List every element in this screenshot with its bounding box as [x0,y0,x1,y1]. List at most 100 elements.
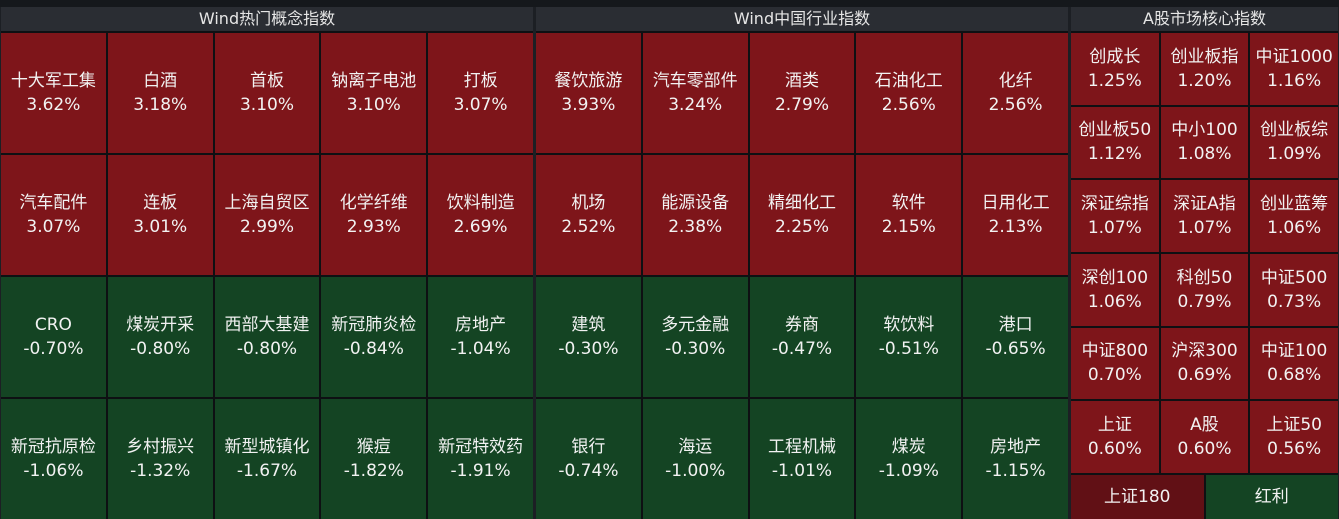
index-tile[interactable]: 日用化工 2.13% [963,155,1068,275]
index-tile[interactable]: 创业板指 1.20% [1160,33,1249,105]
index-tile[interactable]: 新型城镇化 -1.67% [214,399,320,519]
index-change-pct: 0.70% [1087,365,1142,386]
index-tile[interactable]: 煤炭开采 -0.80% [107,277,213,397]
index-name: 银行 [571,437,606,457]
index-name: 新冠抗原检 [10,437,96,457]
core-index-grid: 创成长 1.25% 创业板指 1.20% 中证1000 1.16% 创业板50 1.12% 中小… [1071,33,1338,473]
index-change-pct: 2.25% [774,217,829,237]
index-name: CRO [34,315,72,335]
index-tile[interactable]: 创业蓝筹 1.06% [1250,180,1338,252]
index-tile[interactable]: 中证500 0.73% [1250,253,1338,326]
index-name: 中证100 [1260,341,1328,362]
index-tile[interactable]: 红利 [1205,475,1338,519]
index-tile[interactable]: 中证800 0.70% [1071,327,1159,400]
index-name: 深证A指 [1173,194,1236,215]
index-tile[interactable]: A股 0.60% [1160,401,1249,473]
index-tile[interactable]: 能源设备 2.38% [642,155,748,275]
index-change-pct: -1.04% [450,339,511,359]
index-tile[interactable]: 酒类 2.79% [749,33,855,153]
index-tile[interactable]: 汽车配件 3.07% [1,155,106,275]
index-tile[interactable]: 房地产 -1.04% [428,277,533,397]
index-name: 软件 [891,193,926,213]
index-tile[interactable]: 钠离子电池 3.10% [321,33,427,153]
index-tile[interactable]: 连板 3.01% [107,155,213,275]
index-change-pct: 1.07% [1177,218,1232,239]
index-tile[interactable]: 中证1000 1.16% [1250,33,1338,105]
industry-grid: 餐饮旅游 3.93% 汽车零部件 3.24% 酒类 2.79% 石油化工 2.56% 化纤 2.5… [536,33,1068,519]
index-name: 白酒 [143,71,178,91]
index-name: 新冠特效药 [438,437,524,457]
index-tile[interactable]: 精细化工 2.25% [749,155,855,275]
index-tile[interactable]: 深创100 1.06% [1071,253,1159,326]
index-tile[interactable]: 科创50 0.79% [1160,253,1249,326]
index-tile[interactable]: 新冠肺炎检 -0.84% [321,277,427,397]
index-tile[interactable]: 餐饮旅游 3.93% [536,33,641,153]
index-tile[interactable]: 打板 3.07% [428,33,533,153]
index-tile[interactable]: 机场 2.52% [536,155,641,275]
index-tile[interactable]: 券商 -0.47% [749,277,855,397]
index-change-pct: -0.30% [558,339,619,359]
index-tile[interactable]: 软饮料 -0.51% [856,277,962,397]
index-tile[interactable]: 银行 -0.74% [536,399,641,519]
index-change-pct: 1.06% [1087,291,1142,312]
index-tile[interactable]: 建筑 -0.30% [536,277,641,397]
index-change-pct: 2.99% [239,217,294,237]
index-tile[interactable]: 工程机械 -1.01% [749,399,855,519]
index-tile[interactable]: 上证180 [1071,475,1204,519]
index-tile[interactable]: 首板 3.10% [214,33,320,153]
index-tile[interactable]: 新冠特效药 -1.91% [428,399,533,519]
index-tile[interactable]: 西部大基建 -0.80% [214,277,320,397]
index-tile[interactable]: 深证综指 1.07% [1071,180,1159,252]
index-tile[interactable]: 新冠抗原检 -1.06% [1,399,106,519]
index-change-pct: -0.70% [23,339,84,359]
index-name: 化纤 [998,71,1033,91]
index-tile[interactable]: 海运 -1.00% [642,399,748,519]
index-tile[interactable]: 上证50 0.56% [1250,401,1338,473]
index-tile[interactable]: 创业板综 1.09% [1250,106,1338,179]
index-tile[interactable]: 沪深300 0.69% [1160,327,1249,400]
index-name: 创成长 [1089,46,1141,67]
index-name: 上证180 [1104,487,1171,507]
index-name: 红利 [1254,487,1289,507]
index-tile[interactable]: 中证100 0.68% [1250,327,1338,400]
index-change-pct: -1.82% [343,461,404,481]
index-change-pct: 1.20% [1177,70,1232,91]
index-change-pct: 3.10% [346,95,401,115]
index-tile[interactable]: 多元金融 -0.30% [642,277,748,397]
index-change-pct: -1.01% [771,461,833,481]
index-change-pct: 3.62% [26,95,81,115]
index-tile[interactable]: 房地产 -1.15% [963,399,1068,519]
index-change-pct: 0.69% [1177,365,1232,386]
index-tile[interactable]: 上证 0.60% [1071,401,1159,473]
index-change-pct: 3.07% [26,217,81,237]
index-name: 饮料制造 [446,193,515,213]
index-tile[interactable]: 深证A指 1.07% [1160,180,1249,252]
index-tile[interactable]: 煤炭 -1.09% [856,399,962,519]
index-name: 软饮料 [883,315,935,335]
index-tile[interactable]: 十大军工集 3.62% [1,33,106,153]
index-tile[interactable]: 白酒 3.18% [107,33,213,153]
index-tile[interactable]: 创业板50 1.12% [1071,106,1159,179]
panel-title: Wind热门概念指数 [1,7,533,31]
index-name: 新冠肺炎检 [331,315,417,335]
index-name: 精细化工 [767,193,836,213]
index-tile[interactable]: 饮料制造 2.69% [428,155,533,275]
index-tile[interactable]: 猴痘 -1.82% [321,399,427,519]
index-tile[interactable]: 创成长 1.25% [1071,33,1159,105]
index-tile[interactable]: CRO -0.70% [1,277,106,397]
index-change-pct: 2.69% [453,217,508,237]
index-change-pct: 3.93% [561,95,616,115]
index-tile[interactable]: 乡村振兴 -1.32% [107,399,213,519]
index-tile[interactable]: 上海自贸区 2.99% [214,155,320,275]
index-tile[interactable]: 化纤 2.56% [963,33,1068,153]
index-name: 深创100 [1081,267,1149,288]
a-share-core-panel: A股市场核心指数 创成长 1.25% 创业板指 1.20% 中证1000 1.16% 创业板… [1071,7,1338,519]
index-change-pct: 3.18% [133,95,188,115]
index-tile[interactable]: 中小100 1.08% [1160,106,1249,179]
index-tile[interactable]: 化学纤维 2.93% [321,155,427,275]
index-tile[interactable]: 港口 -0.65% [963,277,1068,397]
index-tile[interactable]: 汽车零部件 3.24% [642,33,748,153]
index-tile[interactable]: 软件 2.15% [856,155,962,275]
index-change-pct: 1.08% [1177,144,1232,165]
index-tile[interactable]: 石油化工 2.56% [856,33,962,153]
